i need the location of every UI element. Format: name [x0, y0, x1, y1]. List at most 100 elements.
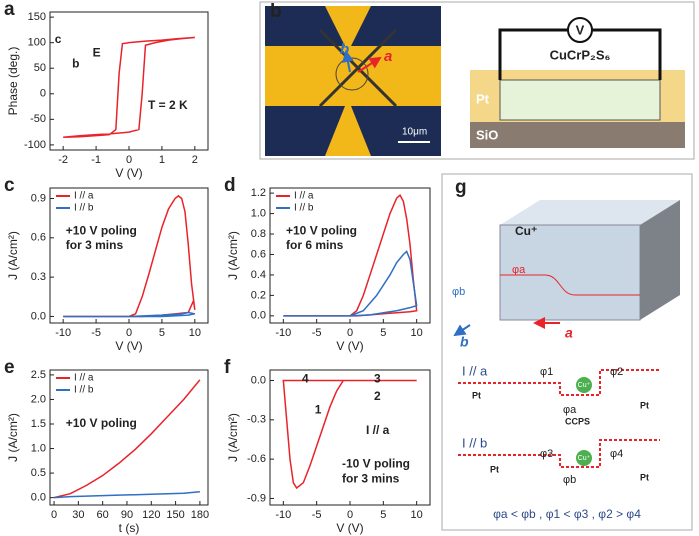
panel-label: d — [224, 175, 236, 196]
meter-label: V — [576, 22, 585, 37]
potential — [500, 274, 640, 296]
legend-label: I // a — [74, 191, 94, 202]
pt-label: Pt — [476, 91, 490, 106]
y-tick-label: 0.2 — [251, 289, 266, 301]
annotation: E — [93, 46, 101, 60]
relation: φa < φb , φ1 < φ3 , φ2 > φ4 — [493, 507, 641, 521]
x-tick-label: 60 — [97, 509, 109, 521]
phi: φa — [563, 404, 577, 416]
y-axis-label: J (A/cm²) — [226, 231, 240, 280]
x-tick-label: 5 — [380, 327, 386, 339]
x-tick-label: -5 — [312, 509, 322, 521]
ion: Cu⁺ — [578, 455, 591, 462]
annotation: -10 V poling — [342, 457, 410, 471]
phi: φ4 — [610, 448, 623, 460]
phi: φ3 — [540, 448, 553, 460]
pt: Pt — [490, 464, 499, 474]
y-axis-label: J (A/cm²) — [6, 413, 20, 462]
series-line — [54, 490, 200, 499]
material: CuCrP₂S₆ — [550, 47, 611, 62]
phi: φa — [512, 264, 526, 276]
legend-label: I // b — [294, 203, 314, 214]
x-tick-label: 0 — [126, 154, 132, 166]
annotation: b — [72, 57, 79, 71]
annotation: +10 V poling — [286, 223, 357, 237]
phi: φb — [563, 474, 576, 486]
panel-label: a — [4, 0, 15, 20]
y-axis-label: J (A/cm²) — [6, 231, 20, 280]
annotation: 2 — [374, 389, 381, 403]
x-tick-label: 5 — [380, 509, 386, 521]
plot-frame — [49, 369, 209, 506]
electrode — [318, 28, 398, 108]
y-axis-label: J (A/cm²) — [226, 413, 240, 462]
pt: Pt — [640, 472, 649, 482]
photo-dark — [265, 6, 441, 156]
y-tick-label: 1.0 — [31, 442, 46, 454]
y-tick-label: 2.0 — [31, 393, 46, 405]
x-tick-label: 1 — [159, 154, 165, 166]
sio-label: SiO — [476, 127, 498, 142]
y-tick-label: 150 — [28, 11, 46, 23]
x-tick-label: 90 — [121, 509, 133, 521]
x-tick-label: 120 — [142, 509, 160, 521]
annotation: +10 V poling — [66, 416, 137, 430]
x-axis-label: V (V) — [115, 339, 142, 353]
series-line — [53, 379, 201, 499]
phi: φ1 — [540, 366, 553, 378]
pt: Pt — [640, 400, 649, 410]
y-tick-label: 0.0 — [31, 310, 46, 322]
plot-frame — [49, 11, 209, 151]
arrow — [342, 50, 354, 73]
x-tick-label: 2 — [192, 154, 198, 166]
arrow — [357, 56, 382, 73]
y-tick-label: 0.6 — [31, 232, 46, 244]
x-tick-label: 0 — [347, 327, 353, 339]
legend-label: I // a — [294, 191, 314, 202]
x-tick-label: 10 — [411, 327, 423, 339]
scale-text: 10μm — [402, 127, 427, 138]
y-tick-label: 2.5 — [31, 369, 46, 381]
dir-label: I // b — [462, 435, 487, 450]
ion: Cu⁺ — [578, 382, 591, 389]
panel-label: g — [455, 177, 467, 198]
y-tick-label: 100 — [28, 37, 46, 49]
y-tick-label: 0.8 — [251, 228, 266, 240]
axis-a: a — [384, 48, 392, 65]
x-tick-label: -5 — [312, 327, 322, 339]
series-line — [283, 250, 418, 317]
annotation: for 3 mins — [342, 472, 400, 486]
ion-dot — [576, 450, 592, 466]
panel-g: g Cu⁺ φa φb a b I // a Pt φ1 φ2 φa Cu⁺ C… — [441, 173, 693, 531]
box-top — [500, 200, 680, 225]
voltmeter — [567, 17, 593, 43]
x-axis-label: V (V) — [336, 339, 363, 353]
y-tick-label: 0.9 — [31, 192, 46, 204]
panel-label: b — [270, 1, 282, 22]
x-tick-label: 0 — [347, 509, 353, 521]
box-side — [640, 200, 680, 320]
legend-label: I // b — [74, 385, 94, 396]
y-tick-label: 1.0 — [251, 207, 266, 219]
ion-dot — [576, 377, 592, 393]
panel-label: c — [4, 175, 15, 196]
annotation: I // a — [366, 423, 390, 437]
x-tick-label: -10 — [275, 327, 291, 339]
x-tick-label: 10 — [189, 327, 201, 339]
panel-label: f — [224, 357, 231, 378]
annotation: c — [55, 32, 62, 46]
x-axis-label: V (V) — [115, 166, 142, 180]
y-tick-label: 50 — [34, 62, 46, 74]
annotation: 1 — [315, 403, 322, 417]
x-tick-label: 0 — [126, 327, 132, 339]
legend-label: I // a — [74, 373, 94, 384]
series-line — [63, 311, 195, 318]
x-tick-label: -1 — [91, 154, 101, 166]
dir-label: I // a — [462, 363, 488, 378]
x-tick-label: 30 — [72, 509, 84, 521]
axis-b: b — [460, 334, 469, 350]
ccps: CCPS — [565, 416, 590, 426]
y-tick-label: 0.3 — [31, 271, 46, 283]
y-tick-label: -0.9 — [247, 492, 266, 504]
barrier — [458, 369, 660, 468]
